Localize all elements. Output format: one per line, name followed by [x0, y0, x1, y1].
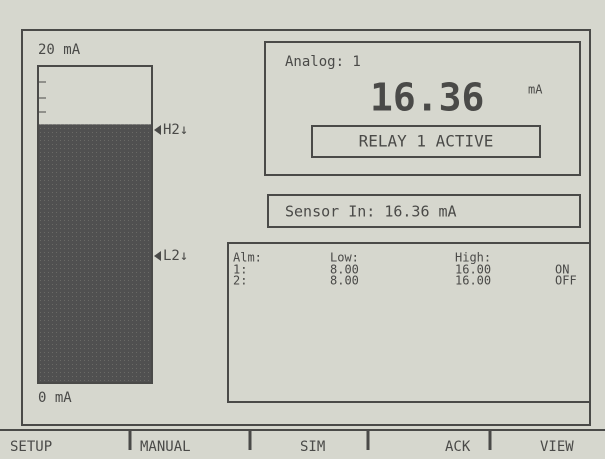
- analog-unit: mA: [528, 83, 543, 97]
- alarm-state: OFF: [555, 274, 577, 288]
- gauge-min: 0 mA: [38, 390, 72, 406]
- sensor-reading: Sensor In: 16.36 mA: [285, 203, 457, 221]
- table-header: High:: [455, 251, 491, 265]
- gauge-fill: [39, 124, 151, 382]
- high-pointer: [154, 125, 161, 135]
- high-marker: H2↓: [163, 122, 188, 138]
- alarm-state: ON: [555, 263, 569, 277]
- analog-box: [264, 41, 581, 176]
- gauge-outline: [37, 65, 153, 384]
- alarm-high: 16.00: [455, 274, 491, 288]
- alarm-id: 2:: [233, 274, 247, 288]
- softkey[interactable]: ACK: [445, 439, 471, 455]
- low-marker: L2↓: [163, 248, 188, 264]
- analog-title: Analog: 1: [285, 54, 361, 70]
- softkey[interactable]: SETUP: [10, 439, 52, 455]
- relay-status: RELAY 1 ACTIVE: [359, 132, 494, 151]
- relay-box: [311, 125, 541, 158]
- alarm-low: 8.00: [330, 263, 359, 277]
- softkey[interactable]: VIEW: [540, 439, 574, 455]
- sensor-box: [267, 194, 581, 228]
- alarm-high: 16.00: [455, 263, 491, 277]
- table-header: Low:: [330, 251, 359, 265]
- gauge-max: 20 mA: [38, 42, 81, 58]
- frame: [21, 29, 591, 426]
- table-header: Alm:: [233, 251, 262, 265]
- alarm-low: 8.00: [330, 274, 359, 288]
- low-pointer: [154, 251, 161, 261]
- softkey[interactable]: SIM: [300, 439, 325, 455]
- alarm-id: 1:: [233, 263, 247, 277]
- softkey[interactable]: MANUAL: [140, 439, 191, 455]
- analog-value: 16.36: [370, 76, 484, 120]
- alarm-table: [227, 242, 591, 403]
